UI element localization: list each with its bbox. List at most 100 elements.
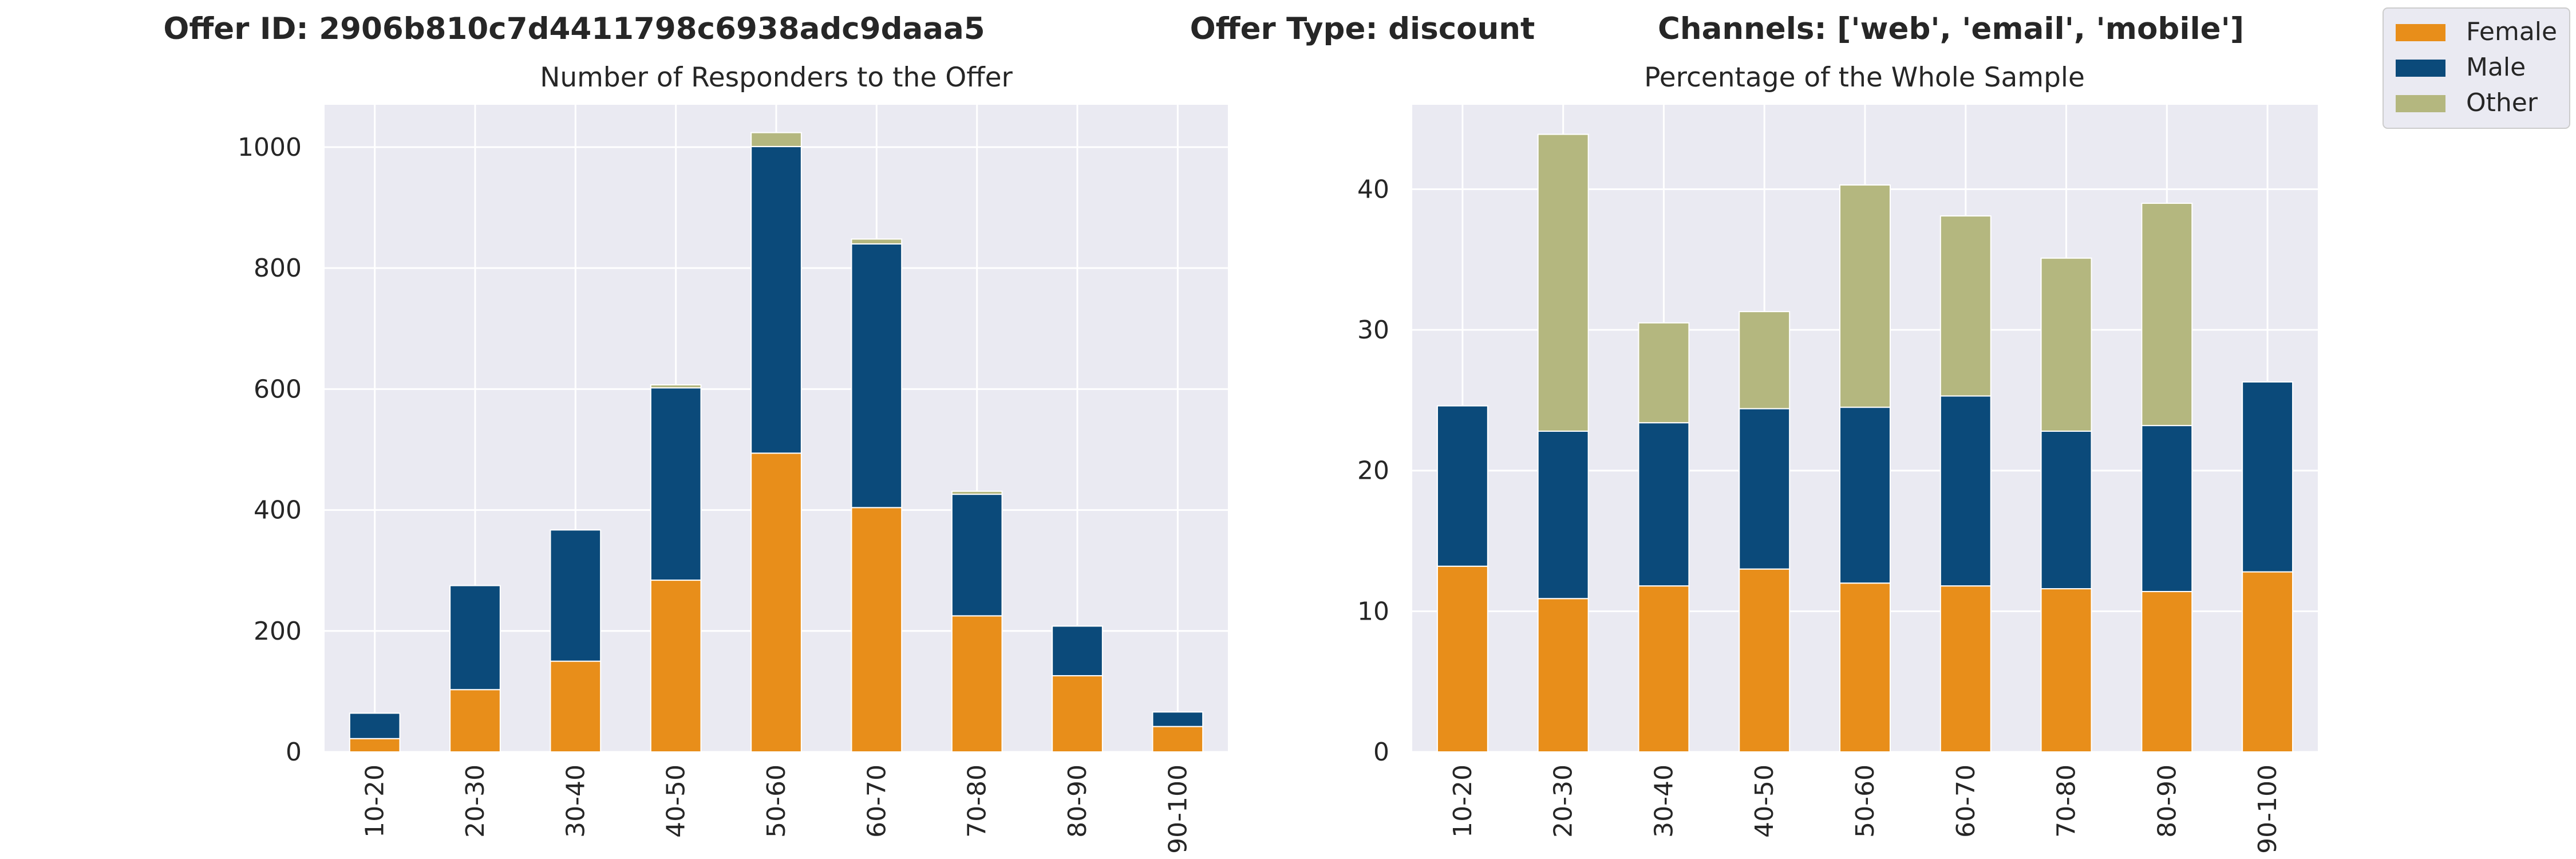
legend-swatch-other (2396, 95, 2445, 112)
x-tick-label: 90-100 (1163, 765, 1192, 854)
bar-male-80-90 (1052, 625, 1103, 676)
chart-title: Percentage of the Whole Sample (1644, 62, 2085, 93)
legend-item-other: Other (2396, 88, 2538, 117)
x-tick-label: 10-20 (1448, 765, 1477, 838)
legend: Female Male Other (2383, 7, 2570, 129)
bar-female-60-70 (851, 507, 903, 752)
percentage-chart: Percentage of the Whole Sample 0 10 20 30 40… (1357, 62, 2318, 854)
bar-female-10-20 (1436, 565, 1488, 752)
bar-other-60-70 (851, 238, 903, 245)
y-tick-labels: 0 10 20 30 40 (1357, 175, 1389, 767)
y-tick-label: 0 (286, 738, 302, 767)
bar-female-10-20 (349, 738, 401, 753)
bar-female-40-50 (1739, 568, 1791, 752)
x-tick-labels: 10-20 20-30 30-40 40-50 50-60 60-70 70-80 80-90… (361, 765, 1193, 854)
figure-title: Offer ID: 2906b810c7d4411798c6938adc9daa… (163, 11, 2244, 46)
bar-female-80-90 (2141, 590, 2193, 753)
x-tick-label: 60-70 (1951, 765, 1981, 838)
bar-male-30-40 (550, 529, 602, 662)
bar-female-20-30 (449, 689, 501, 752)
bar-female-90-100 (2242, 571, 2294, 753)
bars (1436, 133, 2294, 753)
bar-female-60-70 (1939, 585, 1992, 752)
y-tick-label: 800 (254, 254, 302, 283)
bar-other-30-40 (1638, 322, 1690, 424)
bar-other-60-70 (1939, 215, 1992, 397)
bar-male-90-100 (2242, 381, 2294, 573)
x-tick-label: 50-60 (1851, 765, 1880, 838)
bar-female-20-30 (1537, 598, 1589, 752)
y-tick-label: 400 (254, 496, 302, 525)
bar-other-40-50 (650, 384, 702, 389)
legend-item-female: Female (2396, 17, 2557, 46)
x-tick-label: 70-80 (963, 765, 992, 838)
y-tick-labels: 0 200 400 600 800 1000 (238, 133, 302, 767)
legend-label-other: Other (2466, 88, 2538, 117)
legend-label-male: Male (2466, 53, 2526, 82)
bar-male-60-70 (851, 243, 903, 509)
y-tick-label: 0 (1373, 738, 1389, 767)
y-tick-label: 1000 (238, 133, 302, 162)
y-tick-label: 10 (1357, 597, 1389, 626)
bar-male-40-50 (650, 387, 702, 581)
x-tick-label: 20-30 (1549, 765, 1578, 838)
bar-female-70-80 (951, 615, 1003, 752)
x-tick-label: 80-90 (2152, 765, 2182, 838)
y-tick-label: 40 (1357, 175, 1389, 204)
x-tick-label: 40-50 (662, 765, 691, 838)
x-tick-label: 50-60 (762, 765, 791, 838)
x-tick-label: 40-50 (1750, 765, 1779, 838)
bar-female-30-40 (1638, 585, 1690, 752)
y-tick-label: 600 (254, 375, 302, 404)
channels-title: Channels: ['web', 'email', 'mobile'] (1658, 11, 2244, 46)
bar-female-80-90 (1052, 675, 1103, 752)
bar-other-50-60 (1839, 184, 1891, 408)
x-tick-label: 10-20 (361, 765, 390, 838)
bar-male-70-80 (2040, 430, 2092, 590)
bar-other-80-90 (2141, 202, 2193, 427)
bar-male-50-60 (1839, 407, 1891, 584)
bar-other-20-30 (1537, 133, 1589, 432)
x-tick-label: 90-100 (2253, 765, 2282, 854)
bar-male-90-100 (1152, 711, 1204, 727)
x-tick-label: 80-90 (1063, 765, 1092, 838)
bar-female-40-50 (650, 580, 702, 752)
bar-male-10-20 (349, 712, 401, 739)
x-tick-label: 30-40 (561, 765, 590, 838)
bar-male-80-90 (2141, 425, 2193, 592)
bars (349, 132, 1204, 753)
y-tick-label: 30 (1357, 316, 1389, 345)
x-tick-label: 70-80 (2052, 765, 2081, 838)
chart-title: Number of Responders to the Offer (540, 62, 1013, 93)
bar-male-40-50 (1739, 408, 1791, 570)
x-tick-labels: 10-20 20-30 30-40 40-50 50-60 60-70 70-80 80-90… (1448, 765, 2282, 854)
x-tick-label: 60-70 (862, 765, 891, 838)
legend-swatch-female (2396, 24, 2445, 41)
bar-male-10-20 (1436, 405, 1488, 567)
offer-id-title: Offer ID: 2906b810c7d4411798c6938adc9daa… (163, 11, 985, 46)
bar-male-20-30 (1537, 430, 1589, 600)
bar-other-50-60 (750, 132, 802, 147)
legend-label-female: Female (2466, 17, 2557, 46)
bar-female-30-40 (550, 660, 602, 752)
bar-other-70-80 (951, 490, 1003, 495)
bar-other-40-50 (1739, 311, 1791, 409)
legend-item-male: Male (2396, 53, 2526, 82)
bar-other-70-80 (2040, 257, 2092, 432)
responders-chart: Number of Responders to the Offer 0 200 40… (238, 62, 1228, 854)
bar-male-30-40 (1638, 422, 1690, 587)
bar-male-70-80 (951, 494, 1003, 617)
y-tick-label: 20 (1357, 456, 1389, 486)
bar-female-70-80 (2040, 588, 2092, 752)
offer-type-title: Offer Type: discount (1190, 11, 1535, 46)
x-tick-label: 20-30 (461, 765, 490, 838)
legend-swatch-male (2396, 60, 2445, 77)
bar-female-90-100 (1152, 726, 1204, 753)
bar-male-60-70 (1939, 395, 1992, 587)
y-tick-label: 200 (254, 617, 302, 646)
bar-female-50-60 (750, 452, 802, 752)
x-tick-label: 30-40 (1649, 765, 1678, 838)
bar-male-50-60 (750, 145, 802, 454)
bar-female-50-60 (1839, 582, 1891, 753)
